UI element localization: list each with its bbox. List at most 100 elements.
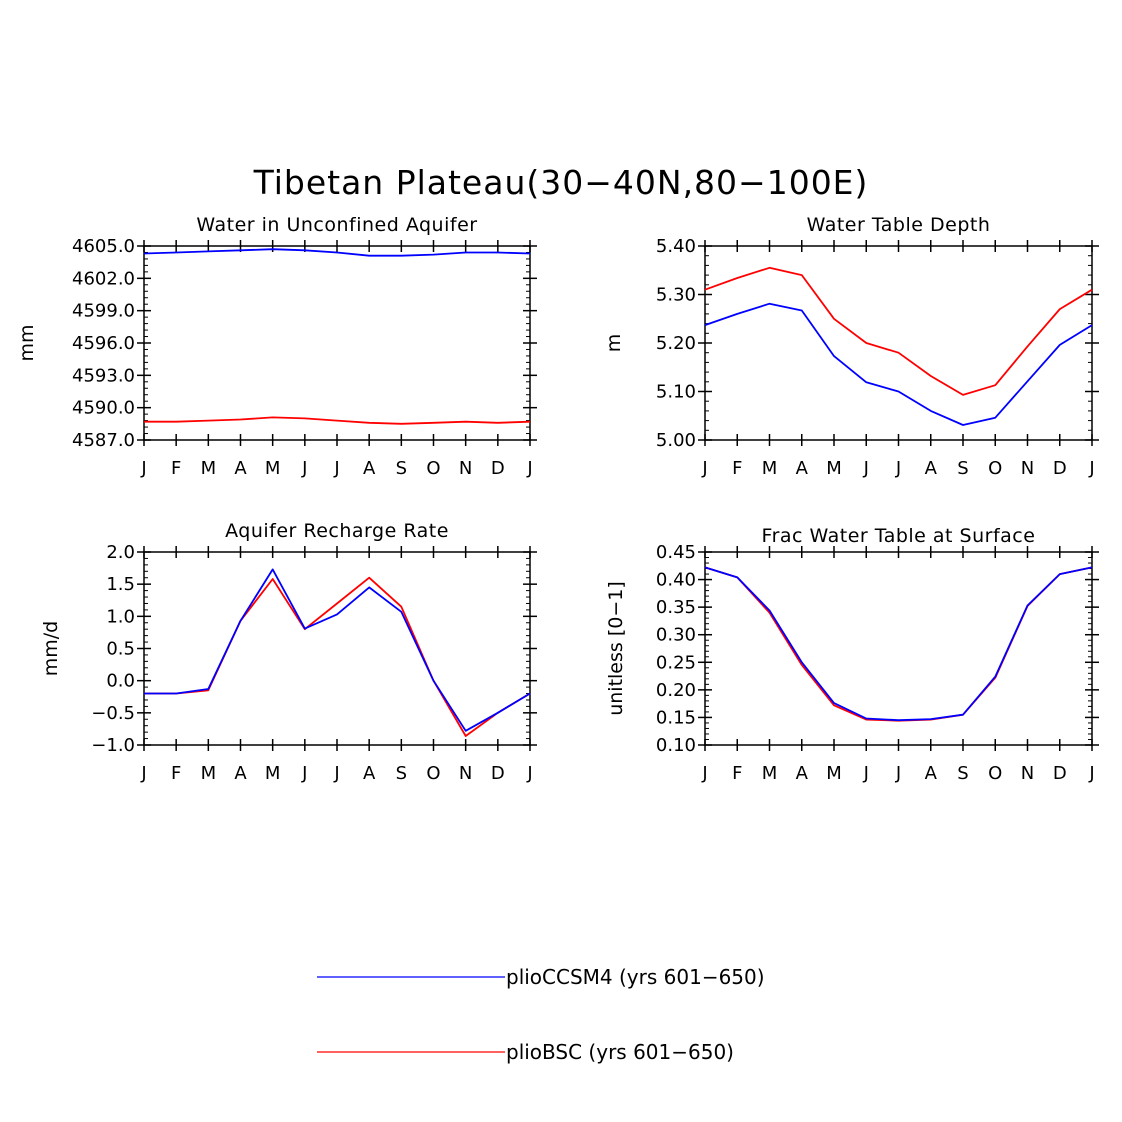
x-tick-label: D: [491, 458, 505, 479]
x-tick-label: J: [333, 763, 339, 784]
x-tick-label: A: [925, 458, 938, 479]
panel-4: J F M A M J J A S O N D J0.100.150.200.250.300.350.4…: [605, 525, 1099, 784]
y-tick-label: 0.40: [656, 570, 696, 591]
x-tick-label: N: [459, 458, 472, 479]
x-tick-label: M: [826, 458, 842, 479]
y-axis-label: mm/d: [40, 621, 62, 676]
x-tick-label: J: [1088, 763, 1094, 784]
series-line-plioBSC: [704, 566, 1093, 722]
y-tick-label: 1.5: [106, 574, 135, 595]
x-tick-label: J: [301, 763, 307, 784]
y-tick-label: 0.15: [656, 707, 696, 728]
x-tick-label: J: [301, 458, 307, 479]
y-tick-label: 5.30: [656, 285, 696, 306]
x-tick-label: M: [265, 458, 281, 479]
x-tick-label: M: [265, 763, 281, 784]
y-tick-label: 4587.0: [72, 430, 135, 451]
x-tick-label: O: [426, 763, 440, 784]
y-tick-label: 4602.0: [72, 268, 135, 289]
x-tick-label: A: [796, 458, 809, 479]
x-tick-label: D: [1053, 458, 1067, 479]
y-tick-label: 0.20: [656, 680, 696, 701]
panel-title: Frac Water Table at Surface: [762, 525, 1036, 547]
y-tick-label: 0.45: [656, 542, 696, 563]
y-tick-label: 5.10: [656, 382, 696, 403]
x-tick-label: A: [234, 458, 247, 479]
x-tick-label: J: [140, 458, 146, 479]
x-tick-label: O: [988, 458, 1002, 479]
y-tick-label: 4593.0: [72, 365, 135, 386]
x-tick-label: M: [762, 763, 778, 784]
y-tick-label: 0.25: [656, 652, 696, 673]
x-tick-label: J: [895, 763, 901, 784]
y-tick-label: 4605.0: [72, 236, 135, 257]
legend-label-plioCCSM4: plioCCSM4 (yrs 601−650): [506, 965, 765, 989]
legend-label-plioBSC: plioBSC (yrs 601−650): [506, 1040, 734, 1064]
x-tick-label: N: [1021, 763, 1034, 784]
y-axis-label: mm: [16, 324, 38, 361]
x-tick-label: A: [925, 763, 938, 784]
x-tick-label: J: [863, 458, 869, 479]
x-tick-label: F: [732, 458, 742, 479]
x-tick-label: A: [363, 458, 376, 479]
x-tick-label: A: [363, 763, 376, 784]
x-tick-label: S: [957, 458, 968, 479]
x-tick-label: A: [796, 763, 809, 784]
panel-title: Water in Unconfined Aquifer: [196, 214, 477, 236]
x-tick-label: F: [732, 763, 742, 784]
y-tick-label: 0.35: [656, 597, 696, 618]
y-axis-label: m: [603, 334, 625, 353]
x-tick-label: S: [396, 763, 407, 784]
plot-frame: [143, 551, 531, 746]
x-tick-label: J: [140, 763, 146, 784]
y-tick-label: 1.0: [106, 606, 135, 627]
y-tick-label: 5.20: [656, 333, 696, 354]
x-tick-label: A: [234, 763, 247, 784]
x-tick-label: J: [895, 458, 901, 479]
y-tick-label: 2.0: [106, 542, 135, 563]
y-tick-label: 4590.0: [72, 398, 135, 419]
series-line-plioBSC: [144, 416, 531, 425]
x-tick-label: O: [988, 763, 1002, 784]
panels-group: J F M A M J J A S O N D J4587.04590.04593.04596.0459…: [16, 214, 1099, 784]
y-axis-label: unitless [0−1]: [605, 581, 627, 716]
x-tick-label: D: [491, 763, 505, 784]
y-tick-label: 4599.0: [72, 301, 135, 322]
series-line-plioCCSM4: [144, 568, 531, 732]
x-tick-label: M: [201, 763, 217, 784]
panel-1: J F M A M J J A S O N D J4587.04590.04593.04596.0459…: [16, 214, 537, 479]
x-tick-label: N: [459, 763, 472, 784]
y-tick-label: 0.5: [106, 639, 135, 660]
figure-title: Tibetan Plateau(30−40N,80−100E): [253, 163, 869, 202]
y-tick-label: −1.0: [91, 735, 135, 756]
x-tick-label: F: [171, 458, 181, 479]
legend-item-plioBSC: plioBSC (yrs 601−650): [317, 1040, 734, 1064]
y-tick-label: 5.00: [656, 430, 696, 451]
panel-title: Aquifer Recharge Rate: [225, 520, 449, 542]
x-tick-label: J: [701, 763, 707, 784]
x-tick-label: D: [1053, 763, 1067, 784]
x-tick-label: N: [1021, 458, 1034, 479]
x-tick-label: J: [701, 458, 707, 479]
series-line-plioCCSM4: [143, 248, 531, 257]
plot-frame: [704, 245, 1093, 441]
legend-item-plioCCSM4: plioCCSM4 (yrs 601−650): [317, 965, 765, 989]
x-tick-label: J: [526, 458, 532, 479]
legend: plioCCSM4 (yrs 601−650) plioBSC (yrs 601…: [317, 965, 765, 1064]
panel-title: Water Table Depth: [807, 214, 991, 236]
x-tick-label: S: [396, 458, 407, 479]
x-tick-label: J: [863, 763, 869, 784]
x-tick-label: M: [762, 458, 778, 479]
y-tick-label: 4596.0: [72, 333, 135, 354]
y-tick-label: −0.5: [91, 703, 135, 724]
y-tick-label: 0.10: [656, 735, 696, 756]
x-tick-label: F: [171, 763, 181, 784]
series-line-plioCCSM4: [704, 302, 1093, 426]
y-tick-label: 0.30: [656, 625, 696, 646]
plot-frame: [704, 551, 1093, 746]
y-tick-label: 5.40: [656, 236, 696, 257]
series-line-plioCCSM4: [704, 566, 1093, 722]
x-tick-label: S: [957, 763, 968, 784]
